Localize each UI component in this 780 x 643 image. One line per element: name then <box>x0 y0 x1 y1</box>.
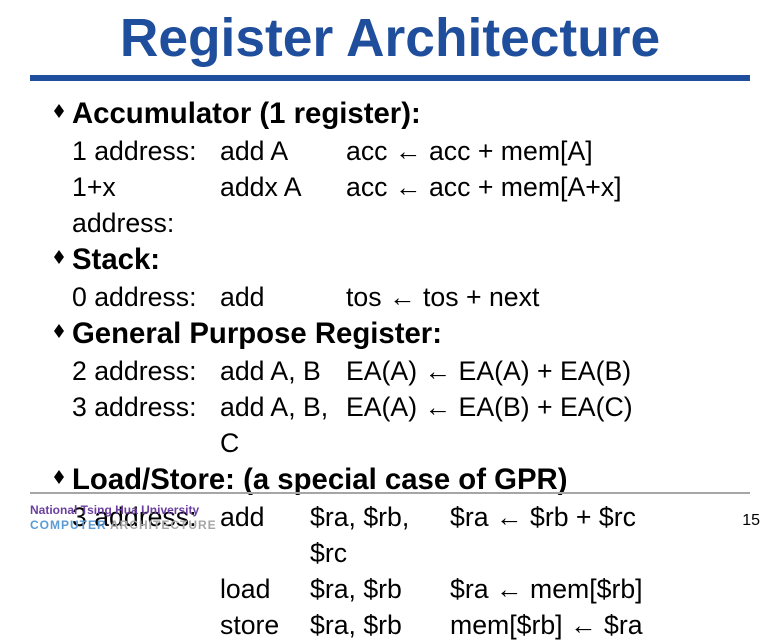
slide-content: Accumulator (1 register): 1 address: add… <box>0 81 780 643</box>
col-mnemonic: load <box>220 571 310 607</box>
col-label: 3 address: <box>72 389 220 461</box>
col-semantics: EA(A) ← EA(A) + EA(B) <box>346 353 740 389</box>
footer-dept-2: ARCHITECTURE <box>110 518 217 532</box>
col-label <box>72 571 220 607</box>
footer-dept: COMPUTER ARCHITECTURE <box>30 518 217 532</box>
col-mnemonic: store <box>220 607 310 643</box>
col-args: $ra, $rb <box>310 607 450 643</box>
col-args: $ra, $rb <box>310 571 450 607</box>
row-gpr-3addr: 3 address: add A, B, C EA(A) ← EA(B) + E… <box>54 389 740 461</box>
col-semantics: acc ← acc + mem[A+x] <box>346 169 740 241</box>
row-gpr-2addr: 2 address: add A, B EA(A) ← EA(A) + EA(B… <box>54 353 740 389</box>
col-label: 0 address: <box>72 279 220 315</box>
col-label: 1 address: <box>72 133 220 169</box>
col-label: 1+x address: <box>72 169 220 241</box>
col-mnemonic: add <box>220 499 310 571</box>
col-semantics: tos ← tos + next <box>346 279 740 315</box>
row-acc-1addr: 1 address: add A acc ← acc + mem[A] <box>54 133 740 169</box>
col-args: $ra, $rb, $rc <box>310 499 450 571</box>
heading-gpr: General Purpose Register: <box>54 317 740 351</box>
row-ls-store: store $ra, $rb mem[$rb] ← $ra <box>54 607 740 643</box>
footer-dept-1: COMPUTER <box>30 518 107 532</box>
page-number: 15 <box>742 512 760 530</box>
col-semantics: mem[$rb] ← $ra <box>450 607 740 643</box>
col-semantics: EA(A) ← EA(B) + EA(C) <box>346 389 740 461</box>
row-acc-1xaddr: 1+x address: addx A acc ← acc + mem[A+x] <box>54 169 740 241</box>
footer-logo: National Tsing Hua University COMPUTER A… <box>30 503 217 532</box>
slide-title: Register Architecture <box>0 0 780 75</box>
footer-divider <box>30 492 750 494</box>
col-label <box>72 607 220 643</box>
row-ls-load: load $ra, $rb $ra ← mem[$rb] <box>54 571 740 607</box>
col-mnemonic: add <box>220 279 346 315</box>
heading-accumulator: Accumulator (1 register): <box>54 97 740 131</box>
col-semantics: acc ← acc + mem[A] <box>346 133 740 169</box>
col-semantics: $ra ← $rb + $rc <box>450 499 740 571</box>
col-mnemonic: add A, B <box>220 353 346 389</box>
col-mnemonic: addx A <box>220 169 346 241</box>
footer-university: National Tsing Hua University <box>30 503 217 517</box>
col-mnemonic: add A <box>220 133 346 169</box>
col-mnemonic: add A, B, C <box>220 389 346 461</box>
col-semantics: $ra ← mem[$rb] <box>450 571 740 607</box>
row-stack-0addr: 0 address: add tos ← tos + next <box>54 279 740 315</box>
col-label: 2 address: <box>72 353 220 389</box>
heading-stack: Stack: <box>54 243 740 277</box>
